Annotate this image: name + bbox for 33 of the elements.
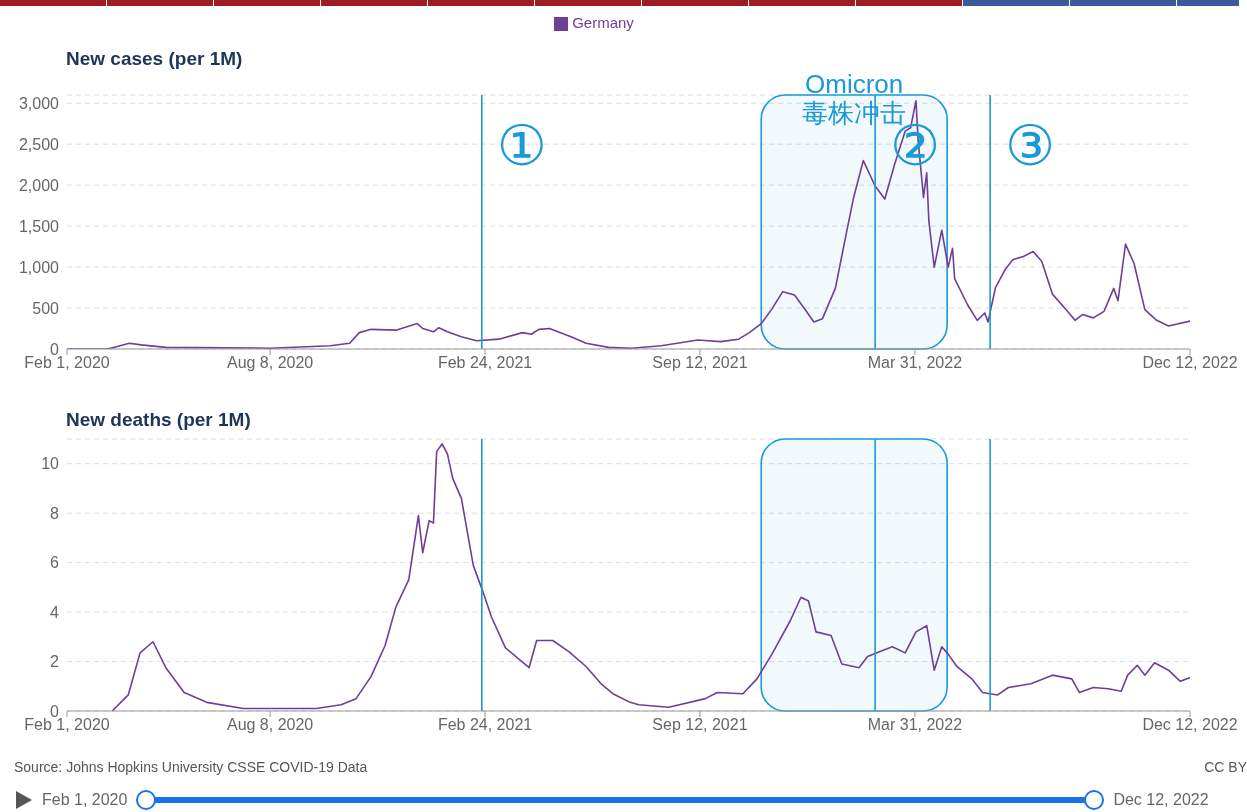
chart-title: New cases (per 1M): [66, 48, 243, 70]
x-tick-label: Sep 12, 2021: [652, 354, 748, 372]
y-tick-label: 10: [41, 455, 60, 473]
x-tick-label: Feb 24, 2021: [437, 716, 533, 734]
x-tick-label: Dec 12, 2022: [1142, 354, 1238, 372]
ref-line-label: ③: [1005, 113, 1056, 179]
text: Dec 12, 2022: [1113, 791, 1209, 808]
y-tick-label: 1,000: [18, 258, 60, 276]
chart-title: New deaths (per 1M): [66, 409, 251, 431]
y-tick-label: 1,500: [18, 217, 60, 235]
source-note: Source: Johns Hopkins University CSSE COVID-19 Data: [14, 759, 368, 775]
x-tick-label: Feb 24, 2021: [437, 354, 533, 372]
text: Feb 1, 2020: [42, 791, 128, 808]
ref-line-label: ①: [496, 113, 547, 179]
y-tick-label: 2,000: [18, 176, 60, 194]
x-tick-label: Sep 12, 2021: [652, 716, 748, 734]
y-tick-label: 4: [50, 603, 60, 621]
x-tick-label: Feb 1, 2020: [24, 716, 110, 734]
x-tick-label: Mar 31, 2022: [867, 716, 963, 734]
line-series: [111, 443, 1190, 711]
x-tick-label: Aug 8, 2020: [226, 354, 314, 372]
x-tick-label: Feb 1, 2020: [24, 354, 110, 372]
y-tick-label: 2: [50, 653, 60, 671]
y-tick-label: 500: [32, 299, 60, 317]
y-tick-label: 2,500: [18, 135, 60, 153]
y-tick-label: 3,000: [18, 94, 60, 112]
text: CC BY: [1204, 759, 1247, 775]
x-tick-label: Dec 12, 2022: [1142, 716, 1238, 734]
x-tick-label: Aug 8, 2020: [226, 716, 314, 734]
y-tick-label: 6: [50, 554, 60, 572]
y-tick-label: 8: [50, 504, 60, 522]
x-tick-label: Mar 31, 2022: [867, 354, 963, 372]
legend-label: Germany: [572, 14, 634, 31]
